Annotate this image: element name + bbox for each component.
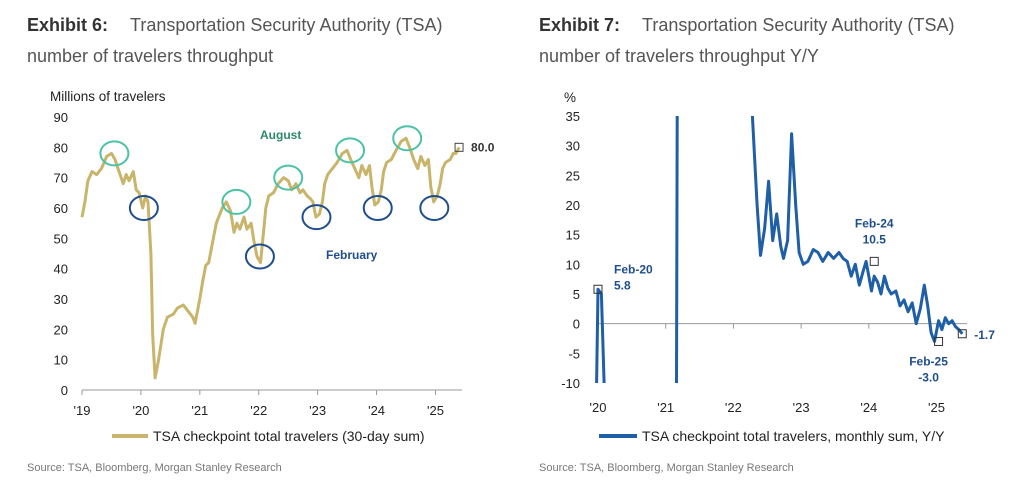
y-axis-label: Millions of travelers bbox=[50, 89, 166, 104]
exhibit-6-title-text: Transportation Security Authority (TSA) … bbox=[27, 15, 443, 66]
february-trough-circle bbox=[128, 195, 159, 221]
point-marker bbox=[593, 284, 603, 294]
august-peak-circle bbox=[392, 125, 423, 152]
series-line-yoy-segment bbox=[675, 115, 679, 384]
tsa-throughput-chart: Millions of travelers 0 10 20 30 40 50 60 70 80 90… bbox=[50, 89, 495, 444]
x-tick-label: '22 bbox=[725, 400, 742, 415]
point-label-date: Feb-25 bbox=[909, 354, 948, 368]
y-tick-label: -5 bbox=[568, 346, 580, 361]
y-tick-label: 15 bbox=[566, 228, 580, 243]
y-tick-label: 10 bbox=[54, 353, 68, 368]
end-value-label: -1.7 bbox=[974, 328, 995, 342]
x-tick-label: '25 bbox=[928, 400, 945, 415]
exhibit-7-title-text: Transportation Security Authority (TSA) … bbox=[539, 15, 955, 66]
y-tick-label: 70 bbox=[54, 171, 68, 186]
exhibit-6-number: Exhibit 6: bbox=[27, 15, 109, 35]
y-tick-label: 5 bbox=[573, 287, 580, 302]
x-tick-label: '20 bbox=[590, 400, 607, 415]
y-tick-label: 0 bbox=[61, 383, 68, 398]
y-tick-label: 90 bbox=[54, 110, 68, 125]
series-line-yoy-segment bbox=[750, 115, 964, 343]
y-tick-label: 50 bbox=[54, 231, 68, 246]
y-tick-label: 35 bbox=[566, 109, 580, 124]
point-label-value: -3.0 bbox=[918, 370, 939, 384]
y-tick-label: 30 bbox=[566, 139, 580, 154]
point-label-date: Feb-20 bbox=[614, 262, 653, 276]
exhibit-7-source: Source: TSA, Bloomberg, Morgan Stanley R… bbox=[539, 462, 794, 474]
point-label-date: Feb-24 bbox=[855, 216, 894, 230]
legend-label: TSA checkpoint total travelers (30-day s… bbox=[153, 428, 425, 444]
y-tick-label: 40 bbox=[54, 262, 68, 277]
y-tick-label: 20 bbox=[54, 322, 68, 337]
august-peak-circle bbox=[335, 137, 366, 164]
x-tick-label: '23 bbox=[309, 403, 326, 418]
x-tick-label: '19 bbox=[74, 403, 91, 418]
y-tick-label: 20 bbox=[566, 198, 580, 213]
exhibit-7-panel: Exhibit 7: Transportation Security Author… bbox=[512, 0, 1012, 500]
point-label-value: 5.8 bbox=[614, 278, 631, 292]
exhibit-6-title: Exhibit 6: Transportation Security Author… bbox=[27, 10, 497, 72]
point-marker bbox=[934, 336, 944, 346]
y-axis-label: % bbox=[564, 90, 576, 105]
series-line-yoy-segment bbox=[595, 287, 606, 384]
august-peak-circle bbox=[221, 188, 252, 215]
y-tick-label: 25 bbox=[566, 168, 580, 183]
exhibit-7-title: Exhibit 7: Transportation Security Author… bbox=[539, 10, 1009, 72]
legend-label: TSA checkpoint total travelers, monthly … bbox=[642, 428, 945, 444]
y-tick-label: 80 bbox=[54, 140, 68, 155]
x-tick-label: '20 bbox=[132, 403, 149, 418]
x-tick-label: '22 bbox=[250, 403, 267, 418]
august-peak-circle bbox=[99, 140, 130, 167]
x-tick-label: '23 bbox=[793, 400, 810, 415]
y-tick-label: -10 bbox=[561, 376, 580, 391]
y-tick-label: 10 bbox=[566, 257, 580, 272]
february-trough-circle bbox=[362, 195, 393, 221]
end-value-label: 80.0 bbox=[471, 140, 495, 154]
y-tick-label: 0 bbox=[573, 317, 580, 332]
end-marker bbox=[957, 329, 967, 339]
tsa-yoy-chart: % -10 -5 0 5 10 15 20 25 30 35 '20 '21 '22 '23 '24 '25 Fe… bbox=[561, 90, 995, 444]
february-trough-circle bbox=[244, 243, 275, 270]
x-tick-label: '24 bbox=[368, 403, 385, 418]
february-trough-circle bbox=[419, 195, 450, 221]
end-marker bbox=[454, 142, 464, 152]
x-tick-label: '21 bbox=[191, 403, 208, 418]
february-trough-circle bbox=[301, 204, 332, 231]
august-peak-circle bbox=[273, 164, 304, 191]
exhibit-6-panel: Exhibit 6: Transportation Security Author… bbox=[0, 0, 500, 500]
series-line-travelers bbox=[80, 136, 461, 380]
exhibit-7-number: Exhibit 7: bbox=[539, 15, 621, 35]
august-annotation: August bbox=[260, 128, 301, 142]
y-tick-label: 60 bbox=[54, 201, 68, 216]
y-tick-label: 30 bbox=[54, 292, 68, 307]
february-annotation: February bbox=[326, 248, 378, 262]
x-tick-label: '25 bbox=[427, 403, 444, 418]
point-label-value: 10.5 bbox=[863, 232, 887, 246]
x-tick-label: '24 bbox=[860, 400, 877, 415]
x-tick-label: '21 bbox=[657, 400, 674, 415]
point-marker bbox=[869, 256, 879, 266]
exhibit-6-source: Source: TSA, Bloomberg, Morgan Stanley R… bbox=[27, 462, 282, 474]
